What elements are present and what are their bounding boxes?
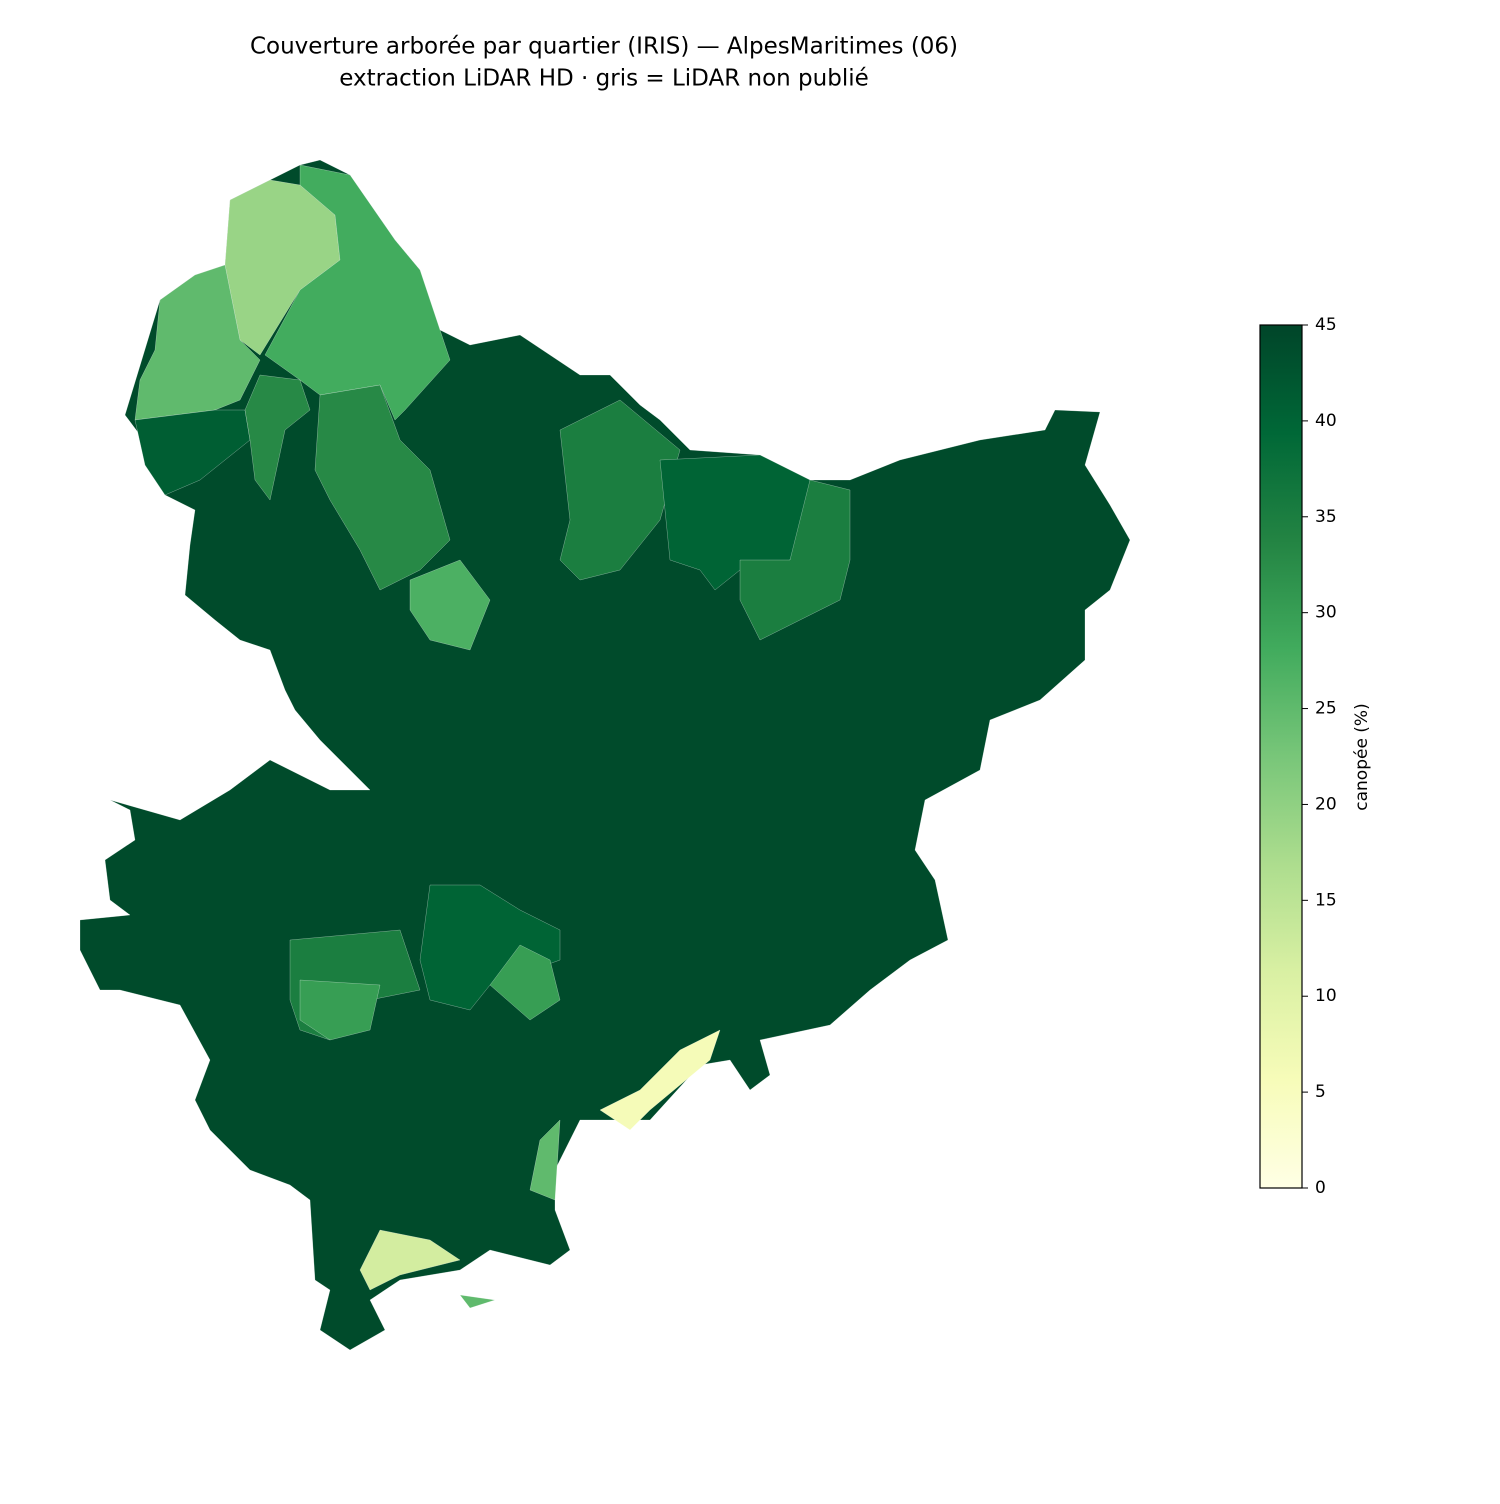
colorbar-tick-label: 30 (1315, 603, 1337, 623)
colorbar-tick-label: 25 (1315, 699, 1337, 719)
region (529, 1119, 561, 1201)
colorbar-tick-label: 15 (1315, 890, 1337, 910)
region (299, 979, 381, 1041)
map-subtitle: extraction LiDAR HD · gris = LiDAR non p… (339, 66, 869, 92)
region (134, 264, 261, 421)
colorbar-label: canopée (%) (1352, 703, 1372, 810)
region (559, 399, 681, 581)
colorbar-tick-label: 45 (1315, 315, 1337, 335)
colorbar-tick-label: 35 (1315, 507, 1337, 527)
map-title: Couverture arborée par quartier (IRIS) —… (250, 34, 958, 60)
region (244, 374, 311, 501)
colorbar-tick-label: 40 (1315, 411, 1337, 431)
region (314, 384, 451, 591)
region (359, 1229, 461, 1291)
region (599, 1029, 721, 1131)
region (489, 944, 561, 1021)
colorbar-fill (1259, 324, 1303, 1189)
colorbar-tick-label: 0 (1315, 1178, 1326, 1198)
colorbar: 0 5 10 15 20 25 30 35 40 45 (1259, 315, 1337, 1198)
colorbar-tick-label: 10 (1315, 986, 1337, 1006)
colorbar-tick-label: 5 (1315, 1082, 1326, 1102)
region (739, 479, 851, 641)
map-regions (79, 159, 1131, 1351)
region (134, 409, 251, 496)
region (459, 1294, 496, 1309)
region (409, 559, 491, 651)
colorbar-tick-label: 20 (1315, 794, 1337, 814)
